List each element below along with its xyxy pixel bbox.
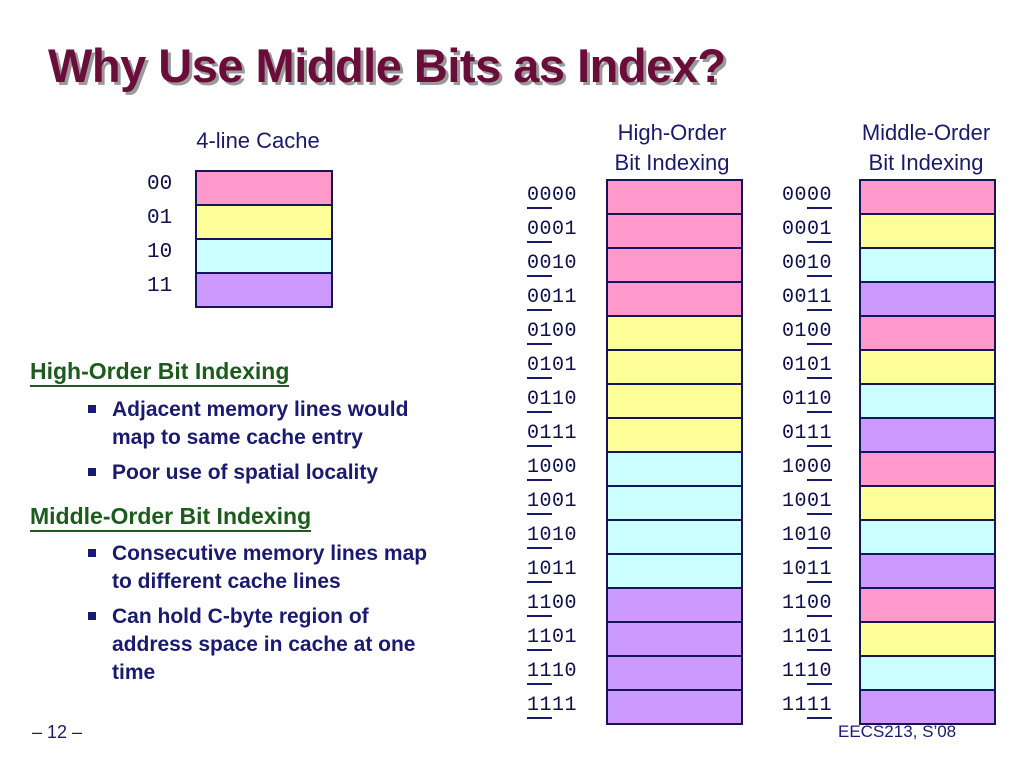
mapped-cache-cell [606,315,743,351]
memory-address: 0011 [527,286,578,311]
memory-address: 0000 [782,184,833,209]
mapped-cache-cell [606,247,743,283]
mapped-cache-cell [859,587,996,623]
mapped-cache-cell [606,553,743,589]
mapped-cache-cell [859,247,996,283]
bullet-spatial-locality: Poor use of spatial locality [88,459,508,487]
bullet-marker [88,612,96,620]
mapped-cache-cell [859,349,996,385]
mapped-cache-cell [859,621,996,657]
mapped-cache-cell [606,417,743,453]
mapped-cache-cell [859,553,996,589]
cache-line-cell [195,204,333,240]
memory-address: 1010 [782,524,833,549]
section-heading-high-order: High-Order Bit Indexing [30,358,290,387]
mapped-cache-cell [606,621,743,657]
bullet-consecutive-lines: Consecutive memory lines map to differen… [88,540,508,596]
mapped-cache-cell [859,179,996,215]
memory-address: 1110 [527,660,578,685]
bullet-marker [88,549,96,557]
mapped-cache-cell [859,213,996,249]
memory-address: 1000 [782,456,833,481]
memory-address: 0010 [527,252,578,277]
cache-caption: 4-line Cache [196,128,320,153]
mapped-cache-cell [859,451,996,487]
mapped-cache-cell [859,315,996,351]
bullet-c-byte-region: Can hold C-byte region of address space … [88,603,508,687]
mapped-cache-cell [606,485,743,521]
mapped-cache-cell [859,655,996,691]
memory-address: 0101 [527,354,578,379]
memory-address: 0001 [527,218,578,243]
memory-address: 1010 [527,524,578,549]
section-heading-middle-order: Middle-Order Bit Indexing [30,503,312,532]
mapped-cache-cell [606,689,743,725]
cache-line-cell [195,272,333,308]
memory-address: 1111 [782,694,833,719]
memory-address: 0110 [782,388,833,413]
mapped-cache-cell [606,349,743,385]
cache-line-cell [195,170,333,206]
memory-address: 0011 [782,286,833,311]
memory-address: 1100 [527,592,578,617]
mapped-cache-cell [606,383,743,419]
mapped-cache-cell [606,281,743,317]
memory-address: 0000 [527,184,578,209]
mapped-cache-cell [859,417,996,453]
cache-line-label: 00 [147,173,173,196]
cache-line-label: 10 [147,241,173,264]
mapped-cache-cell [859,383,996,419]
memory-address: 1001 [782,490,833,515]
cache-line-label: 11 [147,275,173,298]
mapped-cache-cell [859,281,996,317]
mapped-cache-cell [606,519,743,555]
memory-address: 0111 [782,422,833,447]
memory-address: 0100 [782,320,833,345]
mapped-cache-cell [606,587,743,623]
memory-address: 1101 [782,626,833,651]
cache-line-cell [195,238,333,274]
cache-line-label: 01 [147,207,173,230]
memory-address: 0110 [527,388,578,413]
mapped-cache-cell [606,179,743,215]
bullet-marker [88,405,96,413]
course-label: EECS213, S’08 [838,722,957,741]
slide-title: Why Use Middle Bits as Index? [48,39,726,92]
memory-address: 0111 [527,422,578,447]
page-number: – 12 – [32,722,83,742]
mapped-cache-cell [606,451,743,487]
memory-address: 0100 [527,320,578,345]
memory-address: 1001 [527,490,578,515]
memory-address: 1000 [527,456,578,481]
memory-address: 1111 [527,694,578,719]
mapped-cache-cell [606,655,743,691]
memory-address: 1101 [527,626,578,651]
mapped-cache-cell [859,485,996,521]
mapped-cache-cell [859,519,996,555]
memory-address: 1110 [782,660,833,685]
memory-address: 0010 [782,252,833,277]
bullet-marker [88,468,96,476]
bullet-adjacent-lines: Adjacent memory lines would map to same … [88,396,508,452]
mapped-cache-cell [859,689,996,725]
memory-address: 1100 [782,592,833,617]
high-order-column-title: High-Order Bit Indexing [614,120,730,175]
memory-address: 1011 [527,558,578,583]
memory-address: 0001 [782,218,833,243]
memory-address: 1011 [782,558,833,583]
mapped-cache-cell [606,213,743,249]
memory-address: 0101 [782,354,833,379]
middle-order-column-title: Middle-Order Bit Indexing [861,120,991,175]
